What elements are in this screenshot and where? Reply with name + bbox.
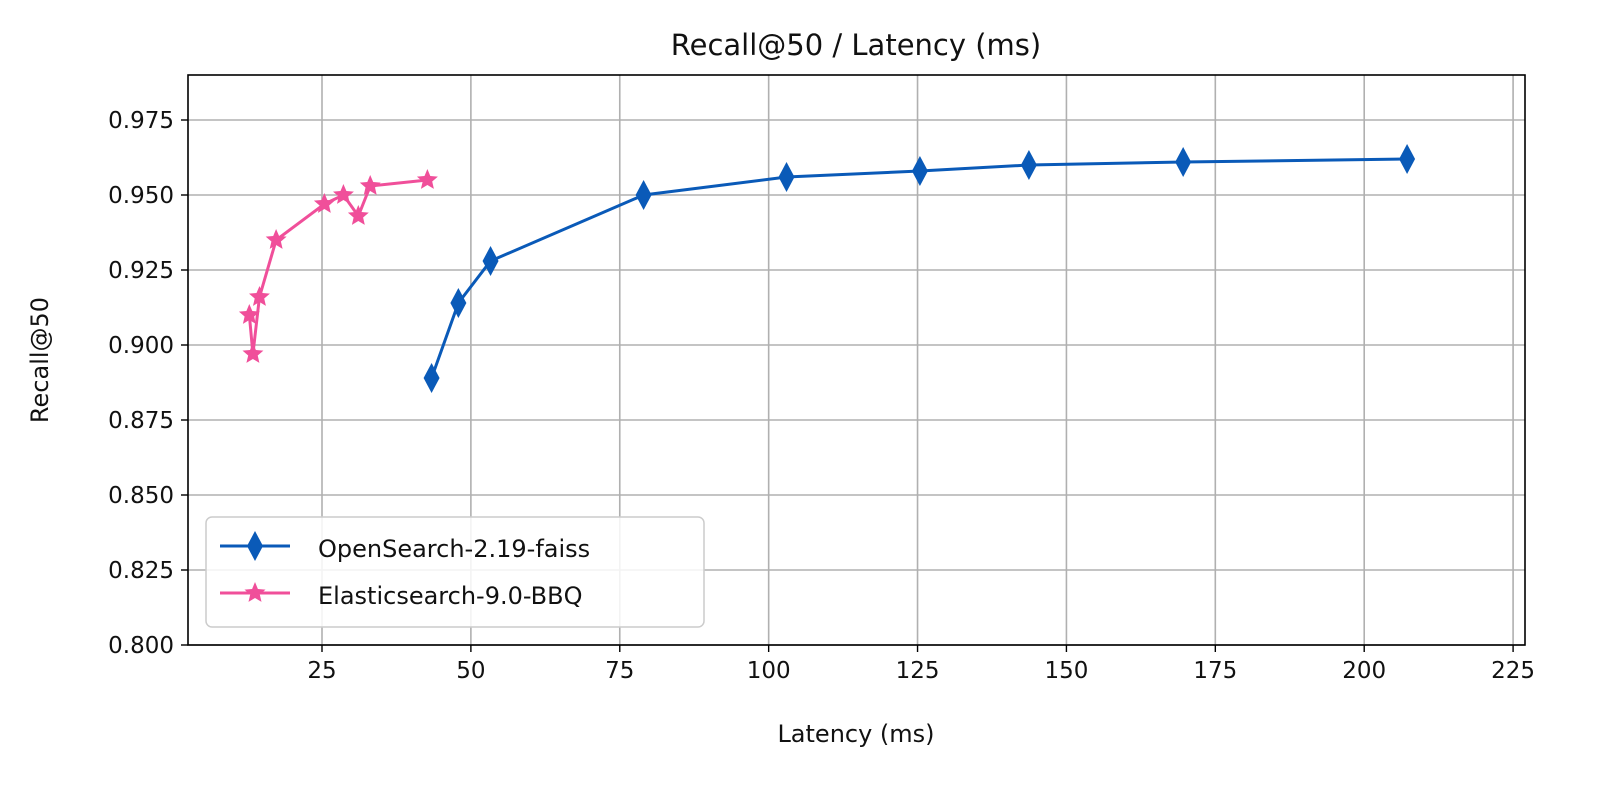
star-marker [249,286,270,306]
star-marker [244,582,266,602]
x-tick-label: 125 [896,658,940,684]
diamond-marker [1020,150,1037,180]
legend-box [205,516,705,628]
y-tick-label: 0.825 [108,558,174,584]
series-layer [238,144,1416,393]
star-marker [359,175,381,195]
legend-label: Elasticsearch-9.0-BBQ [318,582,583,610]
star-marker [333,184,354,204]
series-elasticsearch [238,169,438,363]
y-tick-label: 0.875 [108,408,174,434]
diamond-marker [423,363,440,393]
y-tick-label: 0.800 [108,633,174,659]
legend-entry-opensearch: OpenSearch-2.19-faiss [220,531,590,563]
y-tick-label: 0.925 [108,258,174,284]
chart-title: Recall@50 / Latency (ms) [671,28,1041,62]
x-axis-label: Latency (ms) [777,720,934,748]
ticks: 25 50 75 100 125 150 175 200 225 0.800 0.825 0.850 0… [108,108,1535,684]
diamond-marker [1399,144,1416,174]
legend-label: OpenSearch-2.19-faiss [318,535,590,563]
x-tick-label: 200 [1342,658,1386,684]
diamond-marker [1175,147,1192,177]
diamond-marker [778,162,795,192]
legend-entry-elasticsearch: Elasticsearch-9.0-BBQ [220,582,583,610]
legend: OpenSearch-2.19-faiss Elasticsearch-9.0-… [205,516,705,628]
x-tick-label: 175 [1193,658,1237,684]
x-tick-label: 100 [747,658,791,684]
diamond-marker [450,288,467,318]
y-tick-label: 0.900 [108,333,174,359]
star-marker [242,343,264,363]
diamond-marker [911,156,928,186]
x-tick-label: 50 [456,658,485,684]
plot-frame [187,74,1526,646]
diamond-marker [482,246,499,276]
x-tick-label: 25 [307,658,336,684]
x-tick-label: 75 [605,658,634,684]
series-line [247,178,428,355]
star-marker [265,229,287,249]
y-axis-label: Recall@50 [26,297,54,423]
diamond-marker [247,531,263,561]
y-tick-label: 0.850 [108,483,174,509]
star-marker [313,193,335,213]
diamond-marker [635,180,652,210]
y-tick-label: 0.975 [108,108,174,134]
x-tick-label: 150 [1044,658,1088,684]
x-tick-label: 225 [1491,658,1535,684]
star-marker [347,205,369,225]
series-opensearch [423,144,1416,393]
star-marker [416,169,438,189]
star-marker [238,304,260,324]
y-tick-label: 0.950 [108,183,174,209]
